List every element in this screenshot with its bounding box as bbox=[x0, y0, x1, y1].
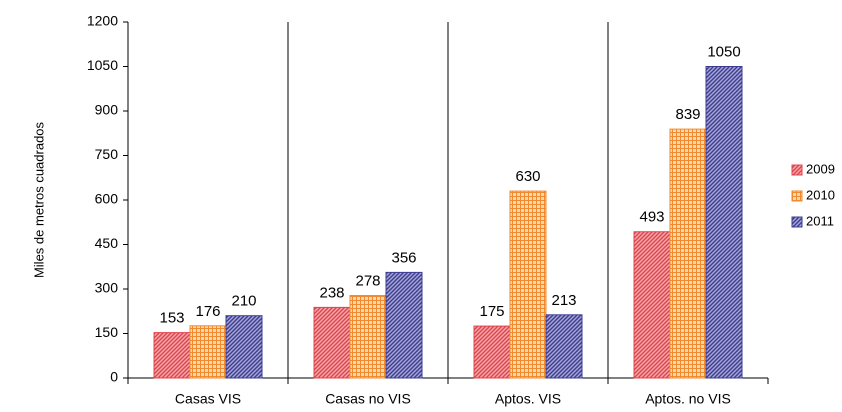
y-tick-label: 750 bbox=[95, 146, 119, 162]
x-tick-label: Aptos. VIS bbox=[495, 391, 561, 407]
bar bbox=[669, 128, 707, 379]
legend-swatch bbox=[791, 216, 803, 228]
value-label: 175 bbox=[479, 303, 504, 320]
bar bbox=[545, 314, 583, 379]
value-label: 1050 bbox=[707, 43, 740, 60]
bar bbox=[473, 325, 511, 379]
y-tick-label: 600 bbox=[95, 191, 119, 207]
y-tick-label: 450 bbox=[95, 235, 119, 251]
y-axis-label: Miles de metros cuadrados bbox=[31, 121, 46, 278]
y-tick-label: 900 bbox=[95, 102, 119, 118]
value-label: 630 bbox=[515, 168, 540, 185]
value-label: 213 bbox=[551, 292, 576, 309]
value-label: 839 bbox=[675, 106, 700, 123]
value-label: 493 bbox=[639, 209, 664, 226]
value-label: 153 bbox=[159, 310, 184, 327]
x-tick-label: Aptos. no VIS bbox=[645, 391, 731, 407]
bar bbox=[313, 306, 351, 379]
value-label: 210 bbox=[231, 293, 256, 310]
y-tick-label: 1200 bbox=[87, 13, 118, 29]
legend-swatch bbox=[791, 164, 803, 176]
legend-label: 2011 bbox=[806, 213, 834, 228]
legend-label: 2009 bbox=[806, 161, 835, 176]
value-label: 176 bbox=[195, 303, 220, 320]
y-tick-label: 0 bbox=[110, 369, 118, 385]
bar bbox=[189, 325, 227, 379]
bar bbox=[385, 271, 423, 379]
value-label: 238 bbox=[319, 284, 344, 301]
bar bbox=[349, 295, 387, 379]
bar bbox=[225, 315, 263, 379]
bar bbox=[509, 190, 547, 379]
y-tick-label: 1050 bbox=[87, 57, 118, 73]
x-tick-label: Casas VIS bbox=[175, 391, 241, 407]
x-tick-label: Casas no VIS bbox=[325, 391, 411, 407]
legend-label: 2010 bbox=[806, 187, 835, 202]
bar bbox=[705, 66, 743, 379]
value-label: 278 bbox=[355, 272, 380, 289]
y-tick-label: 150 bbox=[95, 324, 119, 340]
value-label: 356 bbox=[391, 249, 416, 266]
bar bbox=[153, 332, 191, 379]
legend-swatch bbox=[791, 190, 803, 202]
bar bbox=[633, 231, 671, 379]
y-tick-label: 300 bbox=[95, 280, 119, 296]
